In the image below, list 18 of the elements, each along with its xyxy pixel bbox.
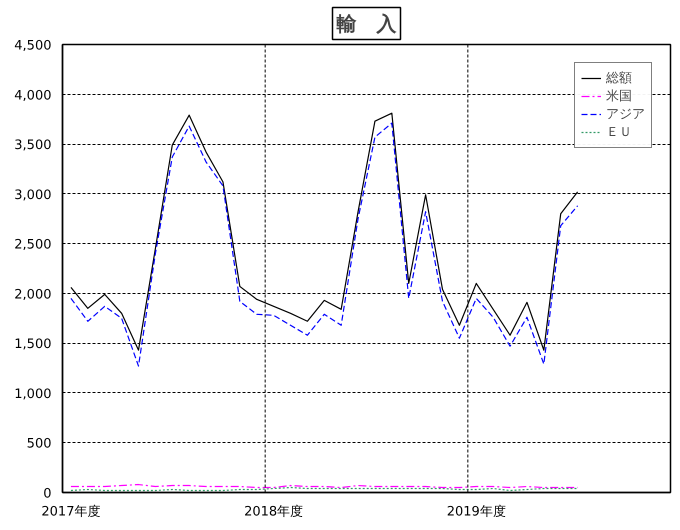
- x-tick-label: 2018年度: [244, 504, 304, 520]
- legend-label: 米国: [606, 88, 632, 105]
- y-tick-label: 500: [26, 436, 52, 452]
- y-tick-label: 2,000: [14, 287, 52, 302]
- y-tick-label: 1,000: [14, 386, 52, 402]
- legend-label: ＥＵ: [606, 124, 632, 141]
- chart-title: 輸 入: [336, 12, 398, 36]
- x-tick-label: 2017年度: [41, 504, 100, 520]
- y-tick-label: 2,500: [14, 238, 52, 253]
- y-tick-label: 1,500: [14, 337, 52, 352]
- legend-label: 総額: [606, 70, 632, 87]
- y-tick-label: 0: [43, 486, 52, 502]
- y-tick-label: 3,500: [14, 138, 52, 154]
- y-tick-label: 4,000: [14, 88, 52, 104]
- y-tick-label: 4,500: [14, 38, 52, 54]
- legend-label: アジア: [606, 106, 645, 123]
- x-tick-label: 2019年度: [446, 504, 506, 520]
- y-tick-label: 3,000: [14, 188, 52, 203]
